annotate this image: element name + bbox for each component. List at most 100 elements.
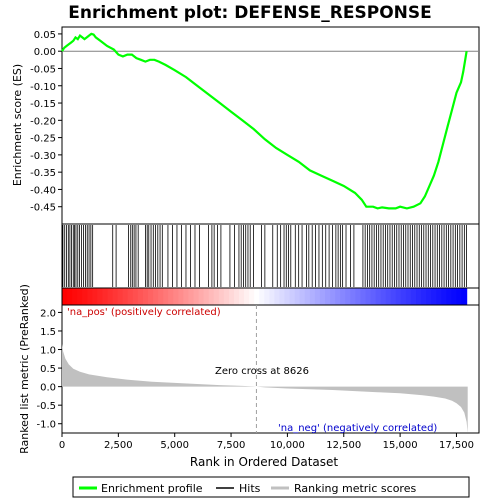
- ranking-bar-segment: [147, 288, 154, 305]
- hits-marks: [62, 225, 468, 287]
- metric-y-tick-label: -0.5: [36, 401, 56, 412]
- metric-y-tick-label: 1.5: [40, 327, 56, 338]
- ranking-bar-segment: [456, 288, 463, 305]
- ranking-bar-segment: [330, 288, 336, 305]
- ranking-bar-segment: [254, 288, 260, 305]
- legend-enrichment-label: Enrichment profile: [101, 482, 203, 495]
- ranking-bar-segment: [264, 288, 270, 305]
- es-y-tick-label: -0.45: [30, 203, 56, 214]
- ranking-bar-segment: [244, 288, 250, 305]
- ranking-bar-segment: [360, 288, 367, 305]
- ranking-bar-segment: [324, 288, 331, 305]
- metric-y-axis-label: Ranked list metric (PreRanked): [18, 284, 31, 454]
- ranking-bar-segment: [461, 288, 468, 305]
- ranking-bar-segment: [67, 288, 73, 305]
- x-tick-label: 7,500: [217, 440, 246, 451]
- ranking-bar-segment: [127, 288, 134, 305]
- ranking-color-bar: [62, 288, 468, 305]
- ranking-bar-segment: [370, 288, 377, 305]
- ranking-bar-segment: [178, 288, 184, 305]
- ranking-bar-segment: [233, 288, 240, 305]
- x-axis: 0 2,500 5,000 7,500 10,000 12,500 15,000 17,500: [59, 433, 474, 451]
- ranking-bar-segment: [107, 288, 114, 305]
- x-tick-label: 5,000: [160, 440, 189, 451]
- ranking-bar-segment: [431, 288, 437, 305]
- ranking-bar-segment: [269, 288, 276, 305]
- ranking-bar-segment: [355, 288, 361, 305]
- metric-y-tick-label: 2.0: [40, 308, 56, 319]
- es-y-tick-label: -0.15: [30, 99, 56, 110]
- ranking-bar-segment: [132, 288, 139, 305]
- ranking-bar-segment: [228, 288, 235, 305]
- ranking-bar-segment: [426, 288, 432, 305]
- x-axis-label: Rank in Ordered Dataset: [190, 455, 338, 469]
- ranking-bar-segment: [198, 288, 205, 305]
- es-y-axis-label: Enrichment score (ES): [11, 64, 24, 186]
- ranking-bar-segment: [213, 288, 220, 305]
- ranking-bar-segment: [223, 288, 230, 305]
- ranking-bar-segment: [304, 288, 311, 305]
- ranking-bar-segment: [441, 288, 447, 305]
- ranking-bar-segment: [380, 288, 387, 305]
- es-y-tick-label: -0.10: [30, 82, 56, 93]
- ranking-bar-segment: [289, 288, 296, 305]
- x-tick-label: 10,000: [270, 440, 305, 451]
- ranking-bar-segment: [87, 288, 93, 305]
- metric-y-axis: 2.0 1.5 1.0 0.5 0.0 -0.5 -1.0: [36, 308, 62, 431]
- ranking-bar-segment: [451, 288, 458, 305]
- ranking-bar-segment: [319, 288, 326, 305]
- ranking-bar-segment: [62, 288, 68, 305]
- ranking-bar-segment: [314, 288, 321, 305]
- ranking-bar-segment: [340, 288, 346, 305]
- ranking-bar-segment: [350, 288, 356, 305]
- es-panel-frame: [61, 26, 480, 225]
- ranking-bar-segment: [117, 288, 124, 305]
- hits-panel-frame: [61, 223, 480, 289]
- ranking-bar-segment: [183, 288, 190, 305]
- ranking-bar-segment: [92, 288, 99, 305]
- es-y-tick-label: -0.40: [30, 185, 56, 196]
- ranking-bar-segment: [218, 288, 225, 305]
- x-tick-label: 2,500: [104, 440, 133, 451]
- positive-correlation-label: 'na_pos' (positively correlated): [67, 307, 221, 318]
- es-y-tick-label: -0.30: [30, 151, 56, 162]
- ranking-bar-segment: [309, 288, 316, 305]
- ranking-bar-segment: [102, 288, 109, 305]
- ranking-bar-segment: [142, 288, 149, 305]
- x-tick-label: 15,000: [383, 440, 418, 451]
- ranking-bar-segment: [163, 288, 169, 305]
- ranking-bar-segment: [259, 288, 265, 305]
- ranking-bar-segment: [410, 288, 417, 305]
- ranking-bar-segment: [82, 288, 88, 305]
- es-y-axis: 0.05 0.00 -0.05 -0.10 -0.15 -0.20 -0.25 -0.30 -0…: [30, 30, 62, 214]
- ranking-bar-segment: [188, 288, 195, 305]
- es-y-tick-label: 0.00: [34, 47, 56, 58]
- metric-y-tick-label: 0.5: [40, 364, 56, 375]
- ranking-bar-segment: [390, 288, 397, 305]
- ranking-bar-segment: [335, 288, 341, 305]
- ranking-bar-segment: [385, 288, 392, 305]
- legend-ranking-label: Ranking metric scores: [294, 482, 416, 495]
- ranking-bar-segment: [365, 288, 372, 305]
- ranking-bar-segment: [77, 288, 83, 305]
- ranking-bar-segment: [72, 288, 78, 305]
- metric-y-tick-label: -1.0: [36, 420, 56, 431]
- ranking-bar-segment: [436, 288, 442, 305]
- x-tick-label: 0: [59, 440, 65, 451]
- ranking-bar-segment: [294, 288, 301, 305]
- ranking-bar-segment: [203, 288, 210, 305]
- ranking-bar-segment: [400, 288, 407, 305]
- metric-y-tick-label: 0.0: [40, 383, 56, 394]
- ranking-bar-segment: [173, 288, 179, 305]
- ranking-bar-segment: [153, 288, 159, 305]
- ranking-bar-segment: [416, 288, 422, 305]
- metric-y-tick-label: 1.0: [40, 346, 56, 357]
- ranking-bar-segment: [112, 288, 119, 305]
- ranking-bar-segment: [208, 288, 215, 305]
- negative-correlation-label: 'na_neg' (negatively correlated): [278, 423, 437, 434]
- es-y-tick-label: -0.05: [30, 64, 56, 75]
- metric-panel-frame: [61, 304, 480, 434]
- ranking-bar-segment: [446, 288, 453, 305]
- ranking-bar-segment: [239, 288, 245, 305]
